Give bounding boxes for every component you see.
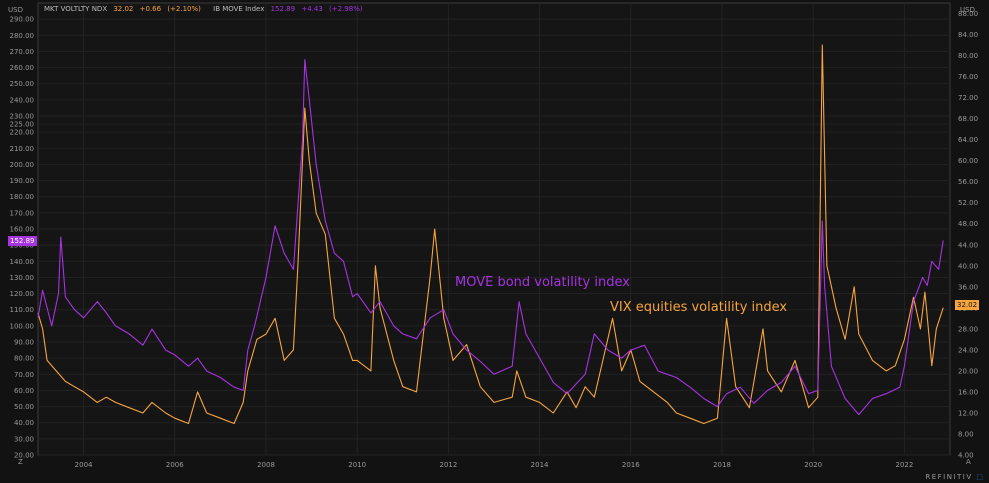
right-axis: 4.008.0012.0016.0020.0024.0028.0032.0036… [958,10,978,459]
left-tick-label: 70.00 [14,371,34,379]
left-tick-label: 100.00 [10,322,35,330]
left-tick-label: 60.00 [14,387,34,395]
left-tick-label: 140.00 [10,258,35,266]
right-tick-label: 24.00 [958,346,978,354]
legend-move-name[interactable]: IB MOVE Index [213,5,265,13]
right-tick-label: 64.00 [958,136,978,144]
legend-move-pct: (+2.98%) [329,5,363,13]
left-tick-label: 230.00 [10,113,35,121]
legend-vix-pct: (+2.10%) [167,5,201,13]
left-tick-label: 200.00 [10,161,35,169]
vix-last-price-tag: 32.02 [955,300,980,310]
left-tick-label: 160.00 [10,226,35,234]
right-tick-label: 72.00 [958,94,978,102]
legend-vix-value: 32.02 [113,5,134,13]
legend: MKT VOLTLTY NDX 32.02 +0.66 (+2.10%) IB … [44,5,367,13]
series-lines [37,44,944,425]
right-tick-label: 8.00 [958,430,974,438]
left-tick-label: 250.00 [10,80,35,88]
x-tick-label: 2018 [713,461,731,469]
left-unit-label: USD [8,6,23,14]
x-axis: 2004 2006 2008 2010 2012 2014 2016 2018 2020 2022 [75,461,914,469]
right-tick-label: 88.00 [958,10,978,18]
left-tick-label: 110.00 [10,306,35,314]
right-scale-toggle[interactable]: A [966,458,971,466]
right-tick-label: 84.00 [958,31,978,39]
left-tick-label: 220.00 [10,129,35,137]
left-tick-label: 40.00 [14,419,34,427]
left-tick-label: 90.00 [14,339,34,347]
x-tick-label: 2014 [531,461,549,469]
right-tick-label: 56.00 [958,178,978,186]
left-tick-label: 120.00 [10,290,35,298]
left-tick-label: 240.00 [10,96,35,104]
right-unit-label: USD [960,6,975,14]
right-tick-label: 4.00 [958,452,974,460]
right-tick-label: 80.00 [958,52,978,60]
grid-lines [38,3,950,456]
x-tick-label: 2020 [804,461,822,469]
x-tick-label: 2016 [622,461,640,469]
right-tick-label: 28.00 [958,325,978,333]
left-tick-label: 80.00 [14,355,34,363]
left-tick-label: 20.00 [14,452,34,460]
brand-logo: REFINITIV ⬚ [925,473,983,481]
x-tick-label: 2006 [166,461,184,469]
right-tick-label: 40.00 [958,262,978,270]
right-tick-label: 76.00 [958,73,978,81]
vix-annotation: VIX equities volatility index [610,300,788,315]
left-scale-toggle[interactable]: Z [18,458,23,466]
move-annotation: MOVE bond volatility index [455,275,630,290]
left-tick-label: 170.00 [10,209,35,217]
right-tick-label: 52.00 [958,199,978,207]
left-tick-label: 210.00 [10,145,35,153]
left-tick-label: 290.00 [10,16,35,24]
legend-move-change: +4.43 [301,5,323,13]
left-tick-label: 225.00 [10,121,35,129]
legend-vix-name[interactable]: MKT VOLTLTY NDX [44,5,108,13]
x-tick-label: 2012 [439,461,457,469]
x-tick-label: 2004 [75,461,93,469]
x-tick-label: 2022 [895,461,913,469]
right-tick-label: 68.00 [958,115,978,123]
right-tick-label: 48.00 [958,220,978,228]
left-axis: 20.00 30.00 40.00 50.00 60.00 70.00 80.00 90.00… [10,16,35,460]
right-tick-label: 20.00 [958,367,978,375]
x-tick-label: 2008 [257,461,275,469]
right-tick-label: 60.00 [958,157,978,165]
series-line-move [37,58,944,416]
legend-move-value: 152.89 [270,5,296,13]
left-tick-label: 180.00 [10,193,35,201]
left-tick-label: 50.00 [14,403,34,411]
left-tick-label: 30.00 [14,435,34,443]
left-tick-label: 260.00 [10,64,35,72]
legend-vix-change: +0.66 [139,5,162,13]
right-tick-label: 44.00 [958,241,978,249]
left-tick-label: 130.00 [10,274,35,282]
series-line-vix [37,44,944,425]
right-tick-label: 36.00 [958,283,978,291]
x-tick-label: 2010 [348,461,366,469]
right-tick-label: 12.00 [958,409,978,417]
left-tick-label: 280.00 [10,32,35,40]
brand-mark-icon: ⬚ [976,473,983,481]
move-last-price-tag: 152.89 [8,236,37,246]
left-tick-label: 270.00 [10,48,35,56]
left-tick-label: 190.00 [10,177,35,185]
right-tick-label: 16.00 [958,388,978,396]
